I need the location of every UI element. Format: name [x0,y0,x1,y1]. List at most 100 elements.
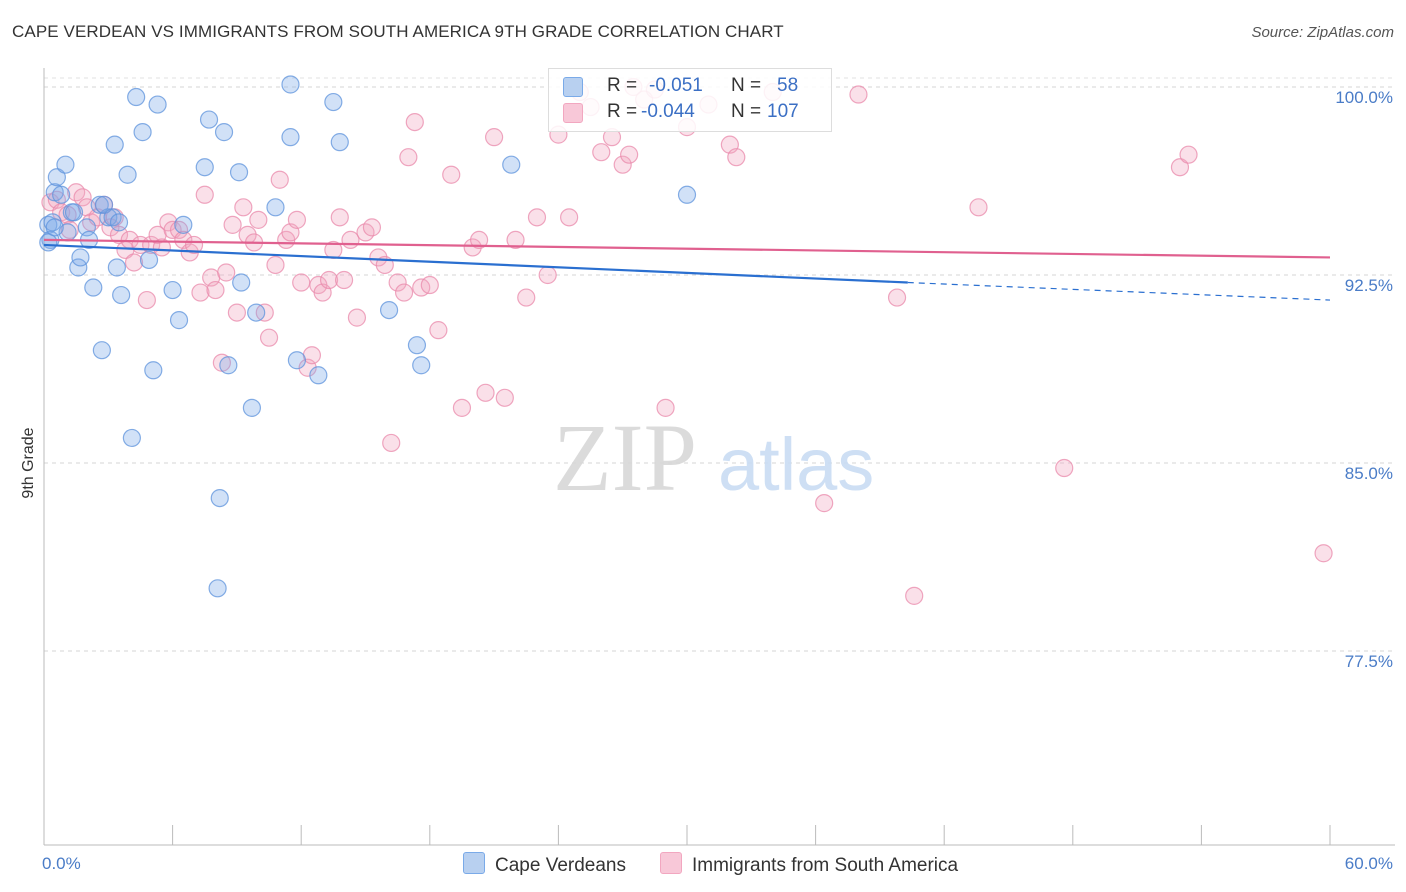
scatter-point [152,238,171,257]
scatter-point [469,230,489,250]
scatter-point [247,303,266,322]
scatter-point [407,336,427,355]
scatter-point [319,270,339,290]
scatter-point [270,170,289,189]
scatter-point [1314,544,1333,563]
scatter-point [195,158,214,177]
scatter-point [73,188,92,207]
scatter-point [109,225,129,244]
y-tick-label: 77.5% [1345,652,1393,671]
pink-trend-line [43,238,1331,259]
legend-label: Cape Verdeans [495,855,626,876]
scatter-point [127,87,146,107]
scatter-point [1179,145,1198,164]
legend-item-immigrants-south-america: Immigrants from South America [660,852,958,877]
x-tick-label-max: 60.0% [1345,854,1393,873]
scatter-point [112,285,131,305]
r-label: R = [607,101,638,122]
scatter-point [139,250,159,270]
scatter-point [1170,158,1190,177]
scatter-point [64,203,84,222]
x-tick-label-min: 0.0% [42,854,81,873]
y-axis-title: 9th Grade [20,427,37,498]
r-label: R = [607,75,638,96]
scatter-point [208,579,227,598]
scatter-point [287,210,307,229]
scatter-point [266,198,285,217]
scatter-point [148,95,167,114]
scatter-point [107,258,126,277]
scatter-point [341,230,360,250]
scatter-point [219,356,238,375]
scatter-point [124,253,144,272]
y-tick-labels: 77.5% 85.0% 92.5% 100.0% [1335,88,1393,671]
scatter-point [485,128,504,147]
chart-title: CAPE VERDEAN VS IMMIGRANTS FROM SOUTH AM… [12,22,784,41]
scatter-point [94,195,114,214]
scatter-point [210,488,229,508]
scatter-point [109,213,129,232]
blue-swatch [563,77,583,97]
stats-legend: R = -0.051 N = 58 R = -0.044 N = 107 [548,68,832,132]
scatter-point [47,168,66,187]
scatter-point [309,366,328,385]
blue-trend-line [43,243,908,284]
scatter-point [887,288,907,307]
series-legend: Cape Verdeans Immigrants from South Amer… [0,852,1406,880]
scatter-point [174,215,193,234]
scatter-point [502,155,521,174]
scatter-point [292,273,311,292]
scatter-point [90,195,109,214]
scatter-point [195,185,214,204]
scatter-point [259,328,279,347]
scatter-point [84,278,103,297]
watermark: ZIP atlas [553,404,874,511]
grid-lines [44,77,1395,652]
scatter-point [379,300,399,320]
r-value: -0.044 [641,101,695,122]
scatter-point [506,230,525,250]
scatter-point [362,218,382,237]
trend-lines [43,238,1331,301]
blue-legend-swatch [463,852,485,874]
legend-item-cape-verdeans: Cape Verdeans [463,852,626,877]
blue-series-points [39,75,697,598]
scatter-point [347,308,367,327]
scatter-point [242,398,262,417]
scatter-point [169,311,189,330]
scatter-point [199,110,219,129]
scatter-point [163,280,182,300]
scatter-point [71,248,90,267]
scatter-point [45,218,64,237]
scatter-point [452,398,472,417]
scatter-point [382,433,401,453]
n-label: N = [731,75,762,96]
scatter-point [677,185,697,204]
scatter-point [118,165,137,184]
source-label: Source: ZipAtlas.com [1251,24,1394,41]
scatter-point [281,128,300,147]
scatter-point [227,303,246,322]
scatter-point [727,148,746,167]
scatter-point [620,145,639,164]
scatter-point [105,135,124,154]
scatter-point [905,586,924,605]
scatter-point [52,185,71,204]
scatter-point [538,265,557,285]
scatter-point [249,210,268,229]
scatter-point [592,143,611,162]
scatter-point [1055,458,1074,478]
scatter-point [656,398,675,417]
scatter-point [281,75,300,94]
scatter-point [613,155,632,174]
pink-swatch [563,103,583,123]
n-value: 107 [767,101,799,122]
scatter-point [133,123,152,142]
watermark-zip: ZIP [553,404,697,511]
legend-label: Immigrants from South America [692,855,959,876]
scatter-point [334,270,354,290]
scatter-point [495,388,514,407]
scatter-point [324,92,343,112]
scatter-point [330,133,349,152]
